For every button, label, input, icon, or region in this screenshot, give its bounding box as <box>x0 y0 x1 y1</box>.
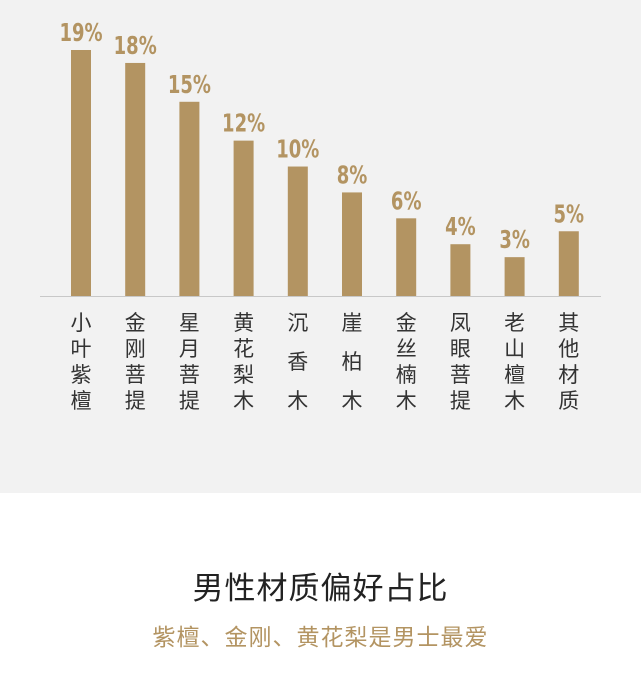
bar-value-label: 18% <box>114 32 157 61</box>
category-label: 星月菩提 <box>179 311 200 413</box>
bar-value-label: 8% <box>337 162 368 191</box>
bar <box>342 192 362 296</box>
category-label: 黄花梨木 <box>233 311 254 413</box>
bar <box>396 218 417 296</box>
category-label: 金刚菩提 <box>125 311 146 413</box>
bar <box>125 62 146 296</box>
bar-value-label: 4% <box>445 213 476 242</box>
bar-chart: 19% 小叶紫檀 18% 金刚菩提 15% 星月菩提 12% 黄花梨木 10% 沉香木 8% 崖柏木 6… <box>40 19 601 413</box>
bar <box>450 244 471 296</box>
chart-caption-subtitle: 紫檀、金刚、黄花梨是男士最爱 <box>152 625 489 651</box>
category-label: 崖柏木 <box>342 311 363 413</box>
bar-value-label: 6% <box>391 188 422 217</box>
bar-value-label: 3% <box>499 226 530 255</box>
bar-value-label: 19% <box>59 19 102 48</box>
bar <box>71 50 91 296</box>
chart-caption-title: 男性材质偏好占比 <box>192 571 449 607</box>
bar <box>558 231 579 296</box>
bar <box>504 257 525 296</box>
category-label: 老山檀木 <box>504 311 525 413</box>
bar-value-label: 15% <box>168 71 211 100</box>
bar-value-label: 12% <box>222 110 265 139</box>
bar <box>179 101 200 296</box>
chart-panel: 19% 小叶紫檀 18% 金刚菩提 15% 星月菩提 12% 黄花梨木 10% 沉香木 8% 崖柏木 6… <box>0 0 641 493</box>
category-label: 其他材质 <box>558 311 579 413</box>
category-label: 凤眼菩提 <box>450 311 471 413</box>
category-label: 沉香木 <box>287 311 308 413</box>
bar-value-label: 5% <box>554 200 585 229</box>
footer: 男性材质偏好占比 紫檀、金刚、黄花梨是男士最爱 <box>0 493 641 688</box>
bar <box>287 166 308 296</box>
bar-value-label: 10% <box>276 136 319 165</box>
category-label: 金丝楠木 <box>396 311 417 413</box>
category-label: 小叶紫檀 <box>71 311 92 413</box>
bar <box>233 140 254 296</box>
